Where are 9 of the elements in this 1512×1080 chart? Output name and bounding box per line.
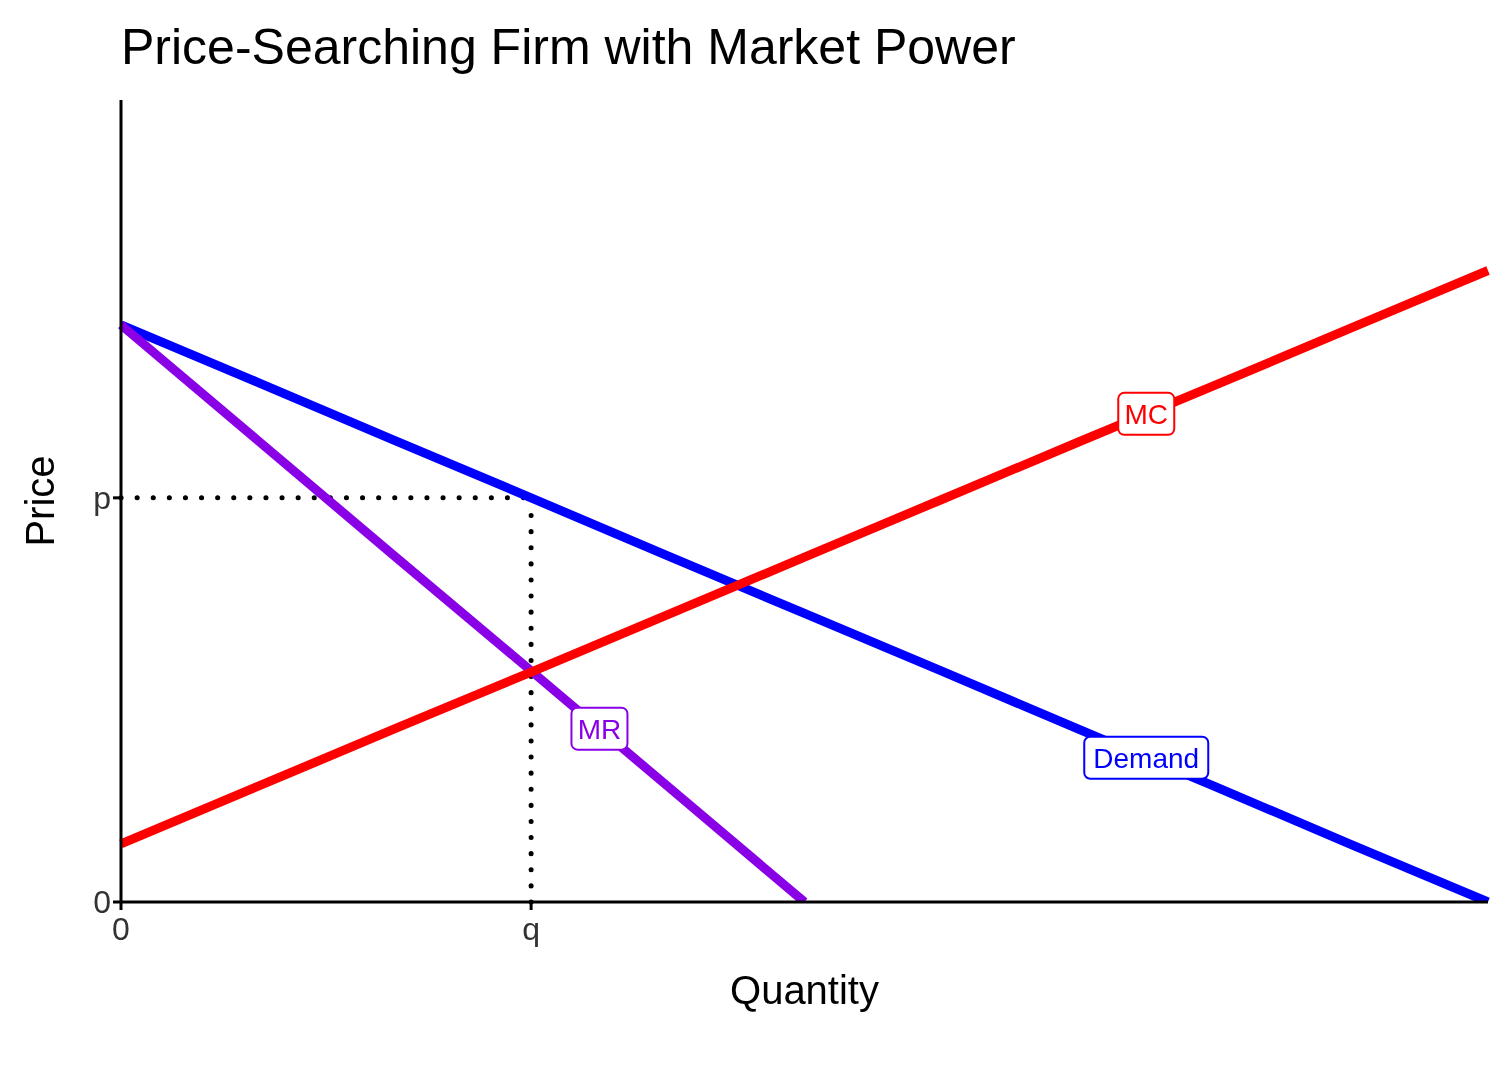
series-label: MC: [1124, 398, 1169, 430]
ref-line-label: p: [93, 480, 111, 517]
x-tick-label: q: [522, 911, 540, 947]
text: 0: [93, 884, 111, 921]
y-axis-title: Price: [18, 455, 63, 547]
x-axis-title: Quantity: [730, 968, 879, 1012]
series-label: MR: [577, 713, 622, 745]
series-label: Demand: [1093, 742, 1200, 774]
chart-title: Price-Searching Firm with Market Power: [121, 18, 1016, 76]
